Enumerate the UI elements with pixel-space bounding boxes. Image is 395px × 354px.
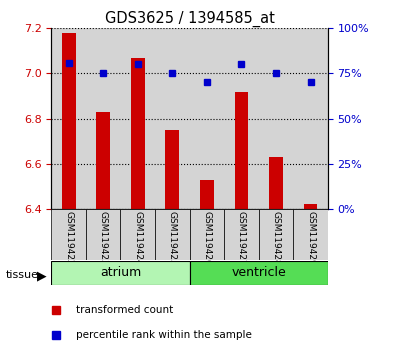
Text: GSM119429: GSM119429 [306,211,315,266]
Text: ventricle: ventricle [231,267,286,279]
Bar [120,28,155,209]
Text: ▶: ▶ [37,269,46,282]
Bar [86,28,120,209]
Bar [120,209,155,260]
Bar [293,28,328,209]
Text: atrium: atrium [100,267,141,279]
Text: percentile rank within the sample: percentile rank within the sample [77,330,252,339]
Text: GSM119424: GSM119424 [133,211,142,266]
Bar [293,209,328,260]
Bar [166,130,179,209]
Bar [224,209,259,260]
Bar [224,28,259,209]
Bar [51,209,86,260]
Bar [269,157,283,209]
Bar [86,209,120,260]
Bar [51,261,190,285]
Bar [200,179,214,209]
Title: GDS3625 / 1394585_at: GDS3625 / 1394585_at [105,11,275,27]
Text: GSM119425: GSM119425 [168,211,177,266]
Text: GSM119428: GSM119428 [271,211,280,266]
Bar [259,28,293,209]
Bar [304,204,318,209]
Bar [62,33,75,209]
Text: transformed count: transformed count [77,305,174,315]
Bar [190,28,224,209]
Bar [259,209,293,260]
Text: tissue: tissue [6,270,39,280]
Bar [131,58,145,209]
Bar [190,209,224,260]
Text: GSM119426: GSM119426 [202,211,211,266]
Text: GSM119423: GSM119423 [99,211,108,266]
Bar [51,28,86,209]
Bar [190,261,328,285]
Text: GSM119422: GSM119422 [64,211,73,266]
Bar [155,209,190,260]
Bar [235,92,248,209]
Text: GSM119427: GSM119427 [237,211,246,266]
Bar [155,28,190,209]
Bar [96,112,110,209]
